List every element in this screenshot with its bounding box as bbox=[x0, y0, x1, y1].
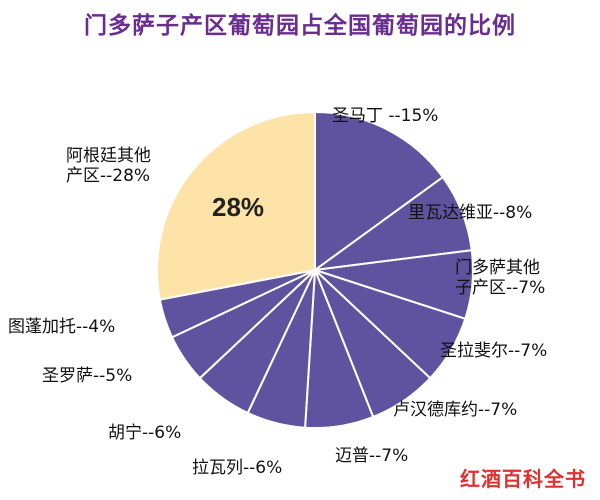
slice-label-lujan-de-cuyo: 卢汉德库约--7% bbox=[393, 400, 518, 420]
slice-label-san-rafael: 圣拉斐尔--7% bbox=[440, 341, 548, 361]
chart-title: 门多萨子产区葡萄园占全国葡萄园的比例 bbox=[84, 13, 516, 39]
watermark-logo: 红酒百科全书 bbox=[460, 467, 586, 491]
slice-label-mendoza-other: 门多萨其他 子产区--7% bbox=[455, 258, 546, 298]
slice-label-maipu: 迈普--7% bbox=[335, 446, 409, 466]
highlight-percentage: 28% bbox=[212, 192, 265, 222]
slice-label-argentina-other: 阿根廷其他 产区--28% bbox=[66, 146, 151, 186]
slice-label-tupungato: 图蓬加托--4% bbox=[8, 317, 116, 337]
pie-slice-10 bbox=[156, 110, 316, 301]
pie-slice-0 bbox=[314, 110, 445, 272]
slice-label-lavalle: 拉瓦列--6% bbox=[192, 458, 283, 478]
slice-label-junin: 胡宁--6% bbox=[108, 423, 182, 443]
slice-label-rivadavia: 里瓦达维亚--8% bbox=[408, 203, 533, 223]
slice-label-san-martin: 圣马丁 --15% bbox=[332, 106, 439, 126]
slice-label-santa-rosa: 圣罗萨--5% bbox=[42, 366, 133, 386]
